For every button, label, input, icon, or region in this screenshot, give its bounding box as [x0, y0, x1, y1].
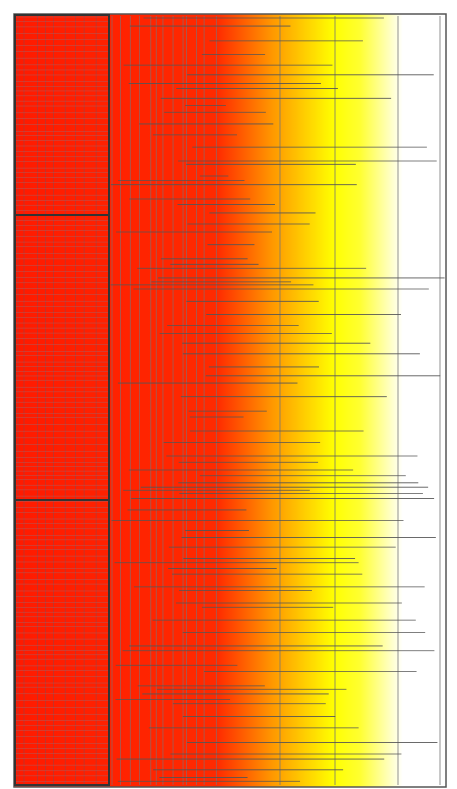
line-layer — [14, 16, 445, 785]
heat-field — [14, 14, 446, 787]
panel-3 — [14, 499, 110, 786]
